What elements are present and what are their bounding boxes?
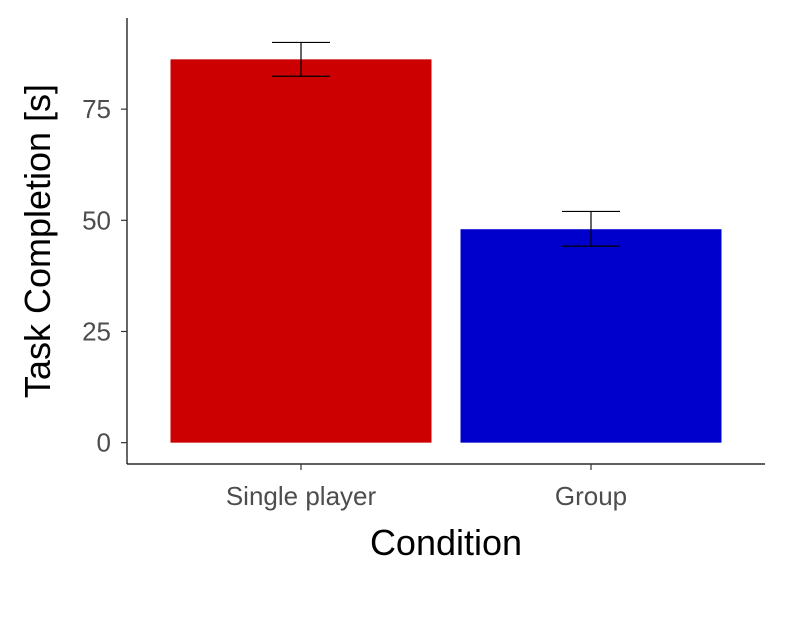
- error-bars-layer: [272, 41, 620, 247]
- y-axis-title: Task Completion [s]: [17, 84, 58, 398]
- bar-group: [460, 229, 722, 443]
- y-ticks: 0 25 50 75: [82, 94, 127, 458]
- x-tick-label: Group: [555, 481, 627, 511]
- x-ticks: Single player Group: [226, 464, 627, 511]
- x-tick-label: Single player: [226, 481, 377, 511]
- bars-layer: [170, 59, 722, 443]
- error-bar-single-player: [272, 41, 330, 77]
- error-bar-group: [562, 210, 620, 247]
- x-axis-title: Condition: [370, 522, 522, 563]
- y-tick-label: 50: [82, 205, 111, 235]
- y-tick-label: 75: [82, 94, 111, 124]
- y-tick-label: 25: [82, 316, 111, 346]
- bar-single-player: [170, 59, 432, 443]
- y-tick-label: 0: [97, 428, 111, 458]
